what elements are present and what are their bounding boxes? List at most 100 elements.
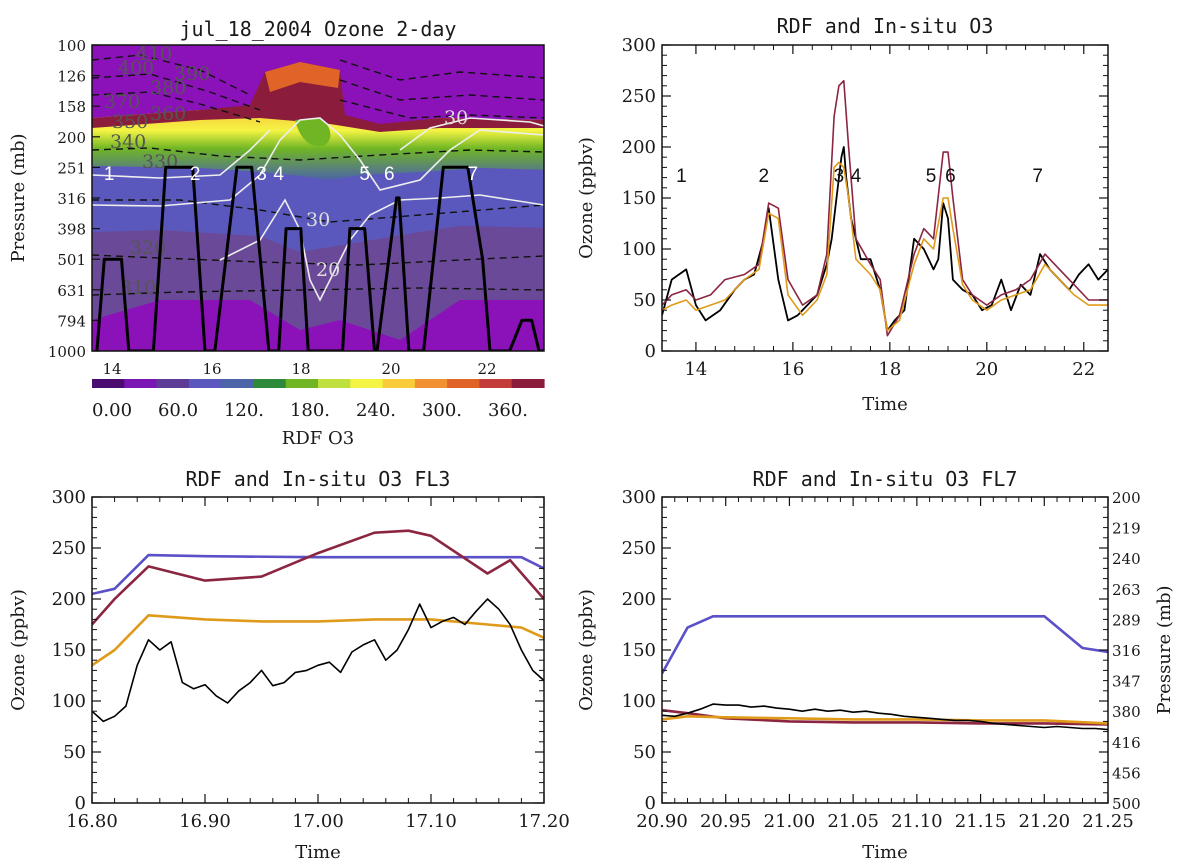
colorbar-tick-label: 360.: [488, 400, 528, 421]
plot-area: [662, 614, 1108, 731]
ozone-contours: [92, 117, 544, 302]
flight-label: 7: [467, 164, 478, 185]
y-tick-label: 200: [57, 129, 86, 147]
y-axis-label: Ozone (ppbv): [8, 589, 29, 711]
y-tick-label: 300: [622, 487, 656, 508]
potential-temperature-contours: [92, 54, 544, 296]
x-axis-label: Time: [862, 842, 907, 863]
y-tick-label: 250: [622, 86, 656, 107]
y-tick-label: 1000: [48, 343, 86, 361]
flight-label: 4: [273, 164, 284, 185]
x-tick-label: 20: [975, 359, 998, 380]
y-tick-label: 0: [645, 793, 656, 814]
plot-frame: [661, 44, 1109, 352]
region-blue-ozone: [92, 162, 544, 252]
y2-tick-label: 416: [1112, 734, 1141, 752]
y-tick-label: 158: [57, 98, 86, 116]
colorbar-ticks: 0.00 60.0 120. 180. 240. 300. 360.: [92, 400, 528, 421]
y-tick-label: 100: [52, 691, 86, 712]
panel-flight-3: RDF and In-situ O3 FL3 16.80 16.90 17.00 17…: [8, 467, 570, 863]
contour-label: 340: [110, 131, 146, 153]
blue-series-line: [92, 553, 544, 596]
y-axis-label: Ozone (ppbv): [576, 137, 597, 259]
y-tick-label: 0: [645, 341, 656, 362]
y2-tick-label: 200: [1112, 489, 1141, 507]
y-tick-label: 50: [633, 290, 656, 311]
orange-series-line: [662, 714, 1108, 725]
x-axis-label: Time: [295, 842, 340, 863]
panel-flight-7: RDF and In-situ O3 FL7 20.90 20.95 21.00 21…: [576, 467, 1175, 863]
x-tick-label: 20.95: [700, 811, 752, 832]
orange-series-line: [662, 161, 1108, 332]
ozone-field: 410 400 390 380 370 360 350 340 330 320 …: [92, 43, 544, 351]
chart-title: RDF and In-situ O3 FL3: [186, 467, 451, 491]
region-peak-ozone: [92, 62, 544, 132]
y2-axis-label: Pressure (mb): [1154, 585, 1175, 714]
black-series-line: [662, 703, 1108, 731]
y2-tick-label: 316: [1112, 642, 1141, 660]
contour-label: 30: [306, 209, 330, 231]
x-tick-label: 14: [102, 360, 121, 378]
x-tick-label: 22: [477, 360, 496, 378]
colorbar-segment: [92, 379, 125, 388]
contour-label: 350: [112, 111, 148, 133]
x-axis-label: Time: [862, 394, 907, 415]
y2-tick-label: 456: [1112, 764, 1141, 782]
y-tick-label: 126: [57, 68, 86, 86]
contour-label: 370: [104, 91, 140, 113]
colorbar-segment: [124, 379, 158, 388]
y2-tick-label: 219: [1112, 520, 1141, 538]
colorbar-segment: [382, 379, 416, 388]
flight-label: 6: [384, 164, 395, 185]
contour-label: 30: [444, 107, 468, 129]
colorbar-segment: [479, 379, 513, 388]
x-tick-label: 20.90: [636, 811, 688, 832]
y-tick-label: 0: [75, 793, 86, 814]
x-tick-label: 16: [781, 359, 804, 380]
colorbar-segment: [318, 379, 351, 388]
x-tick-label: 17.00: [292, 811, 344, 832]
black-series-line: [92, 598, 544, 723]
y-tick-label: 200: [622, 589, 656, 610]
x-tick-label: 17.20: [518, 811, 570, 832]
y-tick-label: 100: [57, 37, 86, 55]
contour-label: 410: [136, 43, 172, 65]
flight-label: 1: [104, 164, 115, 185]
colorbar-tick-label: 0.00: [92, 400, 132, 421]
panel-full-timeseries: RDF and In-situ O3 14 16 18 20 2205010015020…: [576, 14, 1109, 415]
colorbar-segment: [221, 379, 254, 388]
y-axis: 100 126 158 200 251 316 398 501 631 794 1000: [48, 37, 100, 361]
flight-label: 4: [851, 166, 862, 187]
y-tick-label: 150: [622, 188, 656, 209]
colorbar-segment: [285, 379, 319, 388]
maroon-series-line: [662, 79, 1108, 337]
y-tick-label: 250: [52, 538, 86, 559]
y-tick-label: 150: [52, 640, 86, 661]
flight-label: 5: [359, 164, 370, 185]
y2-tick-label: 240: [1112, 550, 1141, 568]
colorbar-tick-label: 120.: [224, 400, 264, 421]
contour-label: 20: [316, 259, 340, 281]
region-tropopause-fold: [265, 62, 340, 92]
flight-label: 2: [190, 164, 201, 185]
blue-series-line: [662, 614, 1108, 675]
colorbar-segment: [447, 379, 480, 388]
region-green-core: [295, 118, 331, 147]
y-tick-label: 200: [622, 137, 656, 158]
x-tick-label: 16: [202, 360, 221, 378]
x-tick-label: 21.20: [1019, 811, 1071, 832]
axes: 20.90 20.95 21.00 21.05 21.10 21.15 21.20 21.25…: [622, 487, 1141, 832]
x-tick-label: 18: [878, 359, 901, 380]
x-tick-label: 21.15: [955, 811, 1007, 832]
flight-label: 7: [1032, 166, 1043, 187]
y2-tick-label: 347: [1112, 673, 1141, 691]
colorbar-segment: [414, 379, 448, 388]
y-tick-label: 50: [63, 742, 86, 763]
y-tick-label: 250: [622, 538, 656, 559]
plot-area: [662, 79, 1108, 337]
y-tick-label: 501: [57, 251, 86, 269]
flight-track: [95, 165, 544, 351]
x-tick-label: 21.25: [1082, 811, 1134, 832]
